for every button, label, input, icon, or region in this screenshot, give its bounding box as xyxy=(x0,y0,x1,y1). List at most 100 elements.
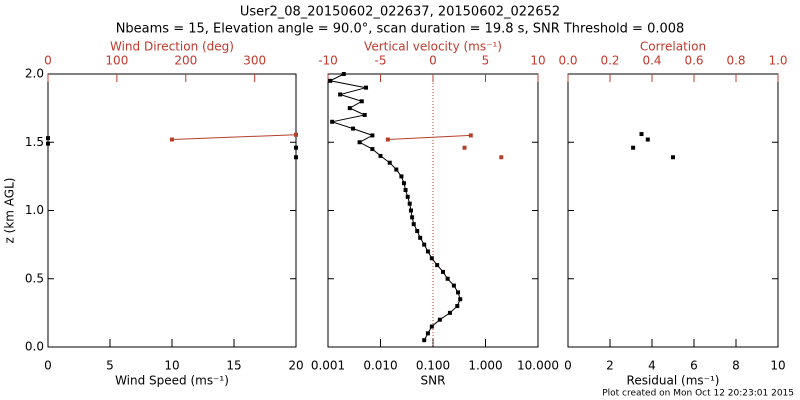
x2-tick-label: 1.0 xyxy=(768,54,787,68)
x2-tick-label: 0 xyxy=(429,54,437,68)
y-tick-label: 0.0 xyxy=(25,340,44,354)
x-tick-label: 15 xyxy=(226,359,241,373)
x2-tick-label: 0.2 xyxy=(600,54,619,68)
x-tick-label: 8 xyxy=(732,359,740,373)
data-point xyxy=(401,181,406,186)
data-point xyxy=(46,141,50,146)
data-point xyxy=(445,276,450,281)
data-point xyxy=(435,263,440,268)
x2-tick-label: 0.4 xyxy=(642,54,661,68)
data-point xyxy=(422,338,427,343)
x2-tick-label: 100 xyxy=(105,54,128,68)
data-point xyxy=(370,133,375,138)
data-point xyxy=(294,155,298,160)
data-point xyxy=(378,153,383,158)
y-axis-label: z (km AGL) xyxy=(3,178,17,244)
x2-tick-label: 0 xyxy=(44,54,52,68)
x2-axis-label: Wind Direction (deg) xyxy=(110,40,234,54)
profile-line xyxy=(387,134,471,140)
data-point xyxy=(425,331,430,336)
data-point xyxy=(170,137,174,142)
data-point xyxy=(362,112,367,117)
x2-tick-label: 0.8 xyxy=(726,54,745,68)
x-tick-label: 10 xyxy=(164,359,179,373)
data-point xyxy=(338,92,343,97)
x-tick-label: 1.000 xyxy=(468,359,502,373)
data-point xyxy=(411,222,416,227)
data-point xyxy=(418,235,423,240)
data-point xyxy=(462,145,467,150)
x2-axis-label: Vertical velocity (ms⁻¹) xyxy=(364,40,502,54)
data-point xyxy=(387,160,392,165)
data-point xyxy=(405,194,410,199)
data-point xyxy=(408,208,413,213)
title: User2_08_20150602_022637, 20150602_02265… xyxy=(240,5,560,20)
data-point xyxy=(468,133,473,138)
data-point xyxy=(410,215,415,220)
data-point xyxy=(671,155,675,160)
data-point xyxy=(294,132,298,137)
data-point xyxy=(347,106,352,111)
data-point xyxy=(341,72,346,76)
x-axis-label: Wind Speed (ms⁻¹) xyxy=(115,374,229,388)
x-tick-label: 5 xyxy=(106,359,114,373)
x2-tick-label: -5 xyxy=(375,54,387,68)
plot-frame xyxy=(567,73,779,348)
data-point xyxy=(359,99,364,104)
x2-tick-label: 0.0 xyxy=(558,54,577,68)
data-point xyxy=(631,145,636,150)
profile-line xyxy=(328,73,461,341)
y-tick-label: 1.5 xyxy=(25,135,44,149)
data-point xyxy=(403,188,408,193)
data-point xyxy=(456,290,461,295)
data-point xyxy=(429,324,434,329)
data-point xyxy=(399,174,404,179)
profile-line xyxy=(171,134,297,140)
x-axis-label: SNR xyxy=(421,374,446,388)
x2-tick-label: 200 xyxy=(174,54,197,68)
data-point xyxy=(330,119,335,124)
plot-frame xyxy=(47,73,297,348)
data-point xyxy=(639,132,644,137)
subtitle: Nbeams = 15, Elevation angle = 90.0°, sc… xyxy=(116,22,685,37)
data-point xyxy=(429,256,434,261)
y-tick-label: 2.0 xyxy=(25,67,44,81)
x2-tick-label: -10 xyxy=(318,54,338,68)
plot-frame xyxy=(327,73,539,348)
x-tick-label: 0.010 xyxy=(363,359,397,373)
x2-tick-label: 10 xyxy=(530,54,545,68)
x2-tick-label: 0.6 xyxy=(684,54,703,68)
data-point xyxy=(328,78,333,83)
x-axis-label: Residual (ms⁻¹) xyxy=(627,374,720,388)
y-tick-label: 1.0 xyxy=(25,203,44,217)
data-point xyxy=(415,228,420,233)
data-point xyxy=(294,145,298,150)
data-point xyxy=(440,269,445,274)
data-point xyxy=(385,137,390,142)
x2-axis-label: Correlation xyxy=(640,40,706,54)
data-point xyxy=(499,155,504,160)
data-point xyxy=(645,137,650,142)
data-point xyxy=(447,310,452,315)
x-tick-label: 0 xyxy=(564,359,572,373)
data-point xyxy=(458,297,463,302)
data-point xyxy=(394,167,399,172)
data-point xyxy=(422,242,427,247)
data-point xyxy=(451,283,456,288)
x-tick-label: 0.001 xyxy=(311,359,345,373)
x2-tick-label: 300 xyxy=(243,54,266,68)
data-point xyxy=(425,249,430,254)
x-tick-label: 2 xyxy=(606,359,614,373)
x-tick-label: 10.000 xyxy=(517,359,559,373)
data-point xyxy=(357,140,362,145)
data-point xyxy=(407,201,412,206)
x-tick-label: 10 xyxy=(770,359,785,373)
x-tick-label: 20 xyxy=(288,359,303,373)
data-point xyxy=(364,85,369,90)
data-point xyxy=(437,317,442,322)
x-tick-label: 0 xyxy=(44,359,52,373)
y-tick-label: 0.5 xyxy=(25,271,44,285)
x2-tick-label: 5 xyxy=(482,54,490,68)
data-point xyxy=(46,136,50,141)
